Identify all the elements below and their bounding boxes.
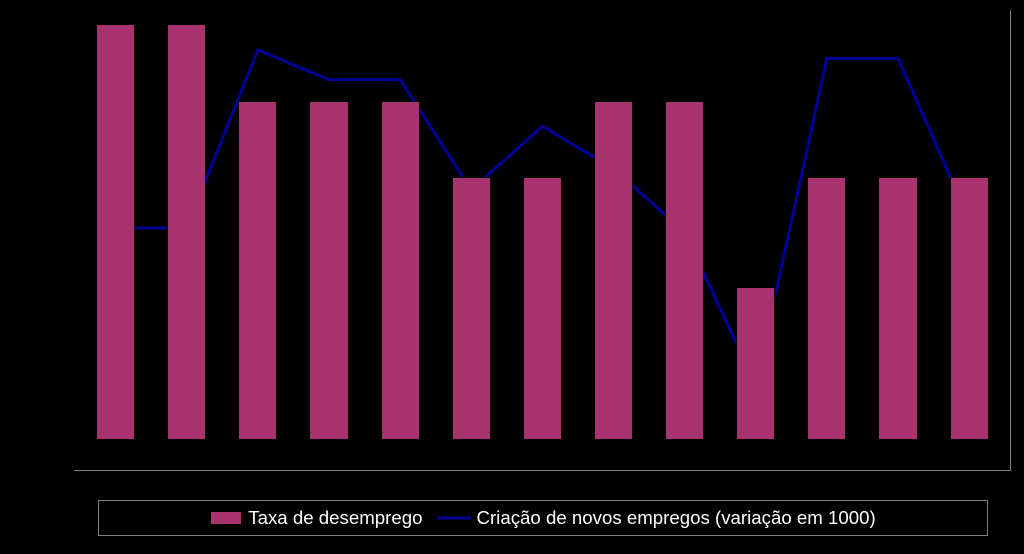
legend-swatch-bar — [210, 511, 242, 525]
legend-item-bar: Taxa de desemprego — [210, 507, 422, 529]
bar — [309, 101, 348, 440]
bar — [807, 177, 846, 440]
plot-area — [80, 16, 1005, 440]
legend-swatch-line — [437, 512, 471, 524]
legend-label-line: Criação de novos empregos (variação em 1… — [477, 507, 876, 529]
bar — [736, 287, 775, 440]
bar — [878, 177, 917, 440]
bar — [523, 177, 562, 440]
bar — [594, 101, 633, 440]
legend: Taxa de desemprego Criação de novos empr… — [98, 500, 988, 536]
legend-item-line: Criação de novos empregos (variação em 1… — [437, 507, 876, 529]
bar — [452, 177, 491, 440]
bar — [950, 177, 989, 440]
bar — [167, 24, 206, 440]
bar — [96, 24, 135, 440]
legend-label-bar: Taxa de desemprego — [248, 507, 422, 529]
bar — [381, 101, 420, 440]
bar — [238, 101, 277, 440]
bar — [665, 101, 704, 440]
